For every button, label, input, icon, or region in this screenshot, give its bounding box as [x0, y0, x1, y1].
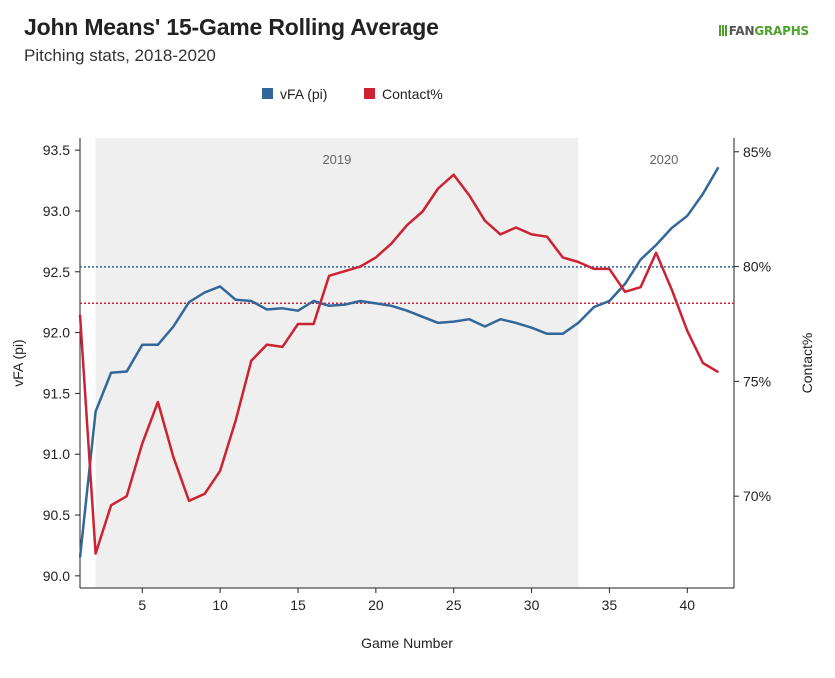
y-axis-label-right: Contact% — [799, 333, 815, 394]
region-label-2020: 2020 — [649, 152, 678, 167]
logo-text-graphs: GRAPHS — [754, 24, 809, 38]
y-left-tick-label: 91.0 — [43, 446, 70, 462]
legend-swatch-vfa — [262, 88, 273, 99]
season-shade-2019 — [95, 138, 579, 588]
series-line-vfa — [78, 166, 720, 558]
series-line-contact — [78, 173, 720, 555]
x-tick-label: 30 — [524, 597, 540, 613]
x-tick-label: 20 — [368, 597, 384, 613]
y-left-tick-label: 91.5 — [43, 385, 70, 401]
y-right-tick-label: 75% — [743, 373, 771, 389]
region-label-2019: 2019 — [322, 152, 351, 167]
logo-bars-icon — [718, 25, 727, 36]
y-left-tick-label: 90.5 — [43, 507, 70, 523]
x-tick-label: 35 — [602, 597, 618, 613]
y-right-tick-label: 70% — [743, 488, 771, 504]
chart-title: John Means' 15-Game Rolling Average — [24, 14, 439, 40]
x-tick-label: 25 — [446, 597, 462, 613]
x-tick-label: 40 — [679, 597, 695, 613]
legend-label-contact: Contact% — [382, 86, 443, 102]
chart-subtitle: Pitching stats, 2018-2020 — [24, 46, 216, 65]
y-left-tick-label: 90.0 — [43, 568, 70, 584]
y-right-tick-label: 80% — [743, 259, 771, 275]
legend-swatch-contact — [364, 88, 375, 99]
legend-label-vfa: vFA (pi) — [280, 86, 327, 102]
y-left-tick-label: 92.0 — [43, 325, 70, 341]
y-left-tick-label: 93.5 — [43, 142, 70, 158]
x-tick-label: 15 — [290, 597, 306, 613]
x-tick-label: 5 — [138, 597, 146, 613]
y-right-tick-label: 85% — [743, 144, 771, 160]
x-tick-label: 10 — [212, 597, 228, 613]
y-left-tick-label: 92.5 — [43, 264, 70, 280]
y-left-tick-label: 93.0 — [43, 203, 70, 219]
fangraphs-logo: FANGRAPHS — [718, 24, 809, 38]
logo-text-fan: FAN — [728, 24, 755, 38]
x-axis-label: Game Number — [361, 635, 453, 651]
y-axis-label-left: vFA (pi) — [10, 339, 26, 386]
